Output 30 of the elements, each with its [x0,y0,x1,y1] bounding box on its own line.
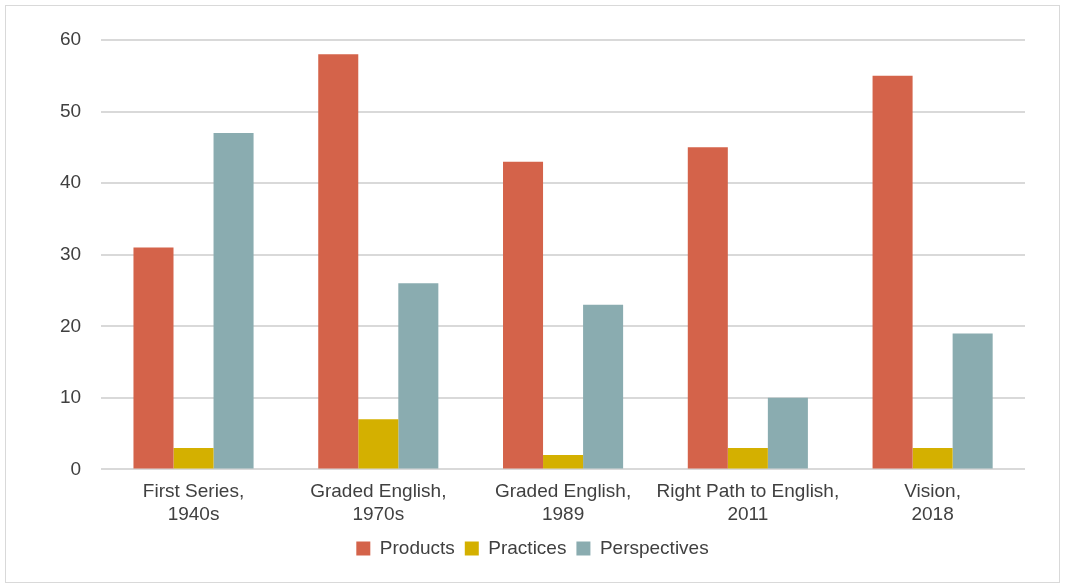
legend-label: Practices [488,536,567,558]
bar [952,333,993,469]
x-tick-label: Vision, 2018 [904,480,961,524]
bar [912,447,953,469]
x-tick-label: Graded English, 1970s [310,480,447,524]
x-tick-label: Graded English, 1989 [494,480,632,524]
bar [543,455,584,469]
bar [173,447,214,469]
bar [583,304,624,469]
y-tick-label: 40 [59,171,82,193]
y-tick-label: 30 [59,242,82,264]
y-tick-label: 50 [59,99,82,121]
bar [133,247,174,469]
y-tick-label: 20 [59,314,82,336]
bar [503,161,544,469]
y-tick-label: 60 [59,28,82,50]
bar [767,397,808,469]
bar [213,133,254,469]
y-tick-label: 0 [70,457,82,479]
x-tick-label: First Series, 1940s [142,480,245,524]
bar [872,75,913,469]
bar [318,54,359,469]
bar [727,447,768,469]
x-tick-label: Right Path to English, 2011 [656,480,840,524]
bar [358,419,399,469]
y-tick-label: 10 [59,386,82,408]
legend-label: Perspectives [599,536,709,558]
legend-label: Products [379,536,455,558]
bar [687,147,728,469]
bar [398,283,439,469]
